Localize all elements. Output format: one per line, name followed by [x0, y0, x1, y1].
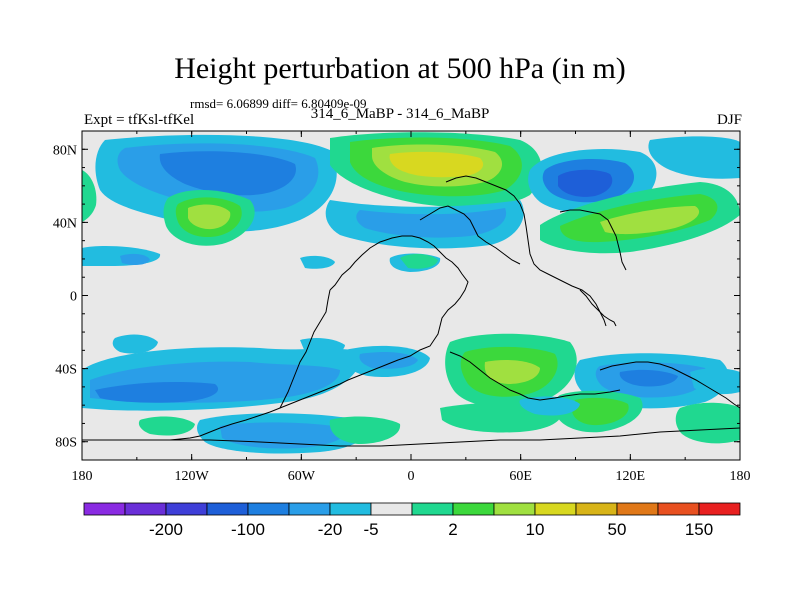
x-tick-label: 60E — [509, 469, 532, 484]
contour-field — [82, 132, 740, 454]
pos-lobe-left — [82, 170, 97, 222]
colorbar-swatch — [165, 502, 208, 516]
neg-region-arctic-east — [648, 136, 740, 179]
colorbar-swatch — [247, 502, 290, 516]
colorbar-swatch — [124, 502, 167, 516]
colorbar-swatch — [206, 502, 249, 516]
neg-spot-sa — [300, 255, 335, 269]
x-tick-label: 180 — [730, 469, 751, 484]
pos-spot-africa — [400, 254, 438, 269]
coast-eurasia — [419, 205, 521, 265]
x-tick-label: 120E — [616, 469, 646, 484]
season-label: DJF — [716, 112, 742, 128]
x-tick-label: 180 — [72, 469, 93, 484]
colorbar-swatch — [370, 502, 413, 516]
y-tick-label: 80N — [53, 143, 77, 158]
colorbar-swatch — [616, 502, 659, 516]
neg-spot-sh-atl — [519, 396, 580, 416]
coast-south-ring — [82, 427, 740, 447]
colorbar-label: -20 — [318, 520, 343, 539]
neg-spot-sh-mid-3 — [359, 352, 418, 369]
colorbar-swatch — [329, 502, 372, 516]
coastline — [82, 175, 740, 447]
colorbar-swatch — [411, 502, 454, 516]
colorbar-swatch — [698, 502, 741, 516]
colorbar-swatch — [575, 502, 618, 516]
coast-sea — [579, 289, 617, 327]
neg-band-eurasia-2 — [356, 208, 507, 238]
pos-spot-sh-far-east — [675, 402, 740, 444]
coast-south-africa — [449, 351, 621, 401]
x-tick-label: 60W — [288, 469, 316, 484]
y-tick-label: 40S — [55, 363, 77, 378]
coast-asia-east — [559, 209, 627, 271]
neg-spot-sh-far-east — [690, 368, 740, 395]
map-title: Height perturbation at 500 hPa (in m) — [174, 52, 626, 85]
neg-spot-sh-1 — [112, 334, 158, 354]
pos-region-eu-4 — [389, 151, 484, 178]
colorbar-label: 150 — [685, 520, 713, 539]
colorbar-label: -100 — [231, 520, 265, 539]
y-tick-label: 0 — [70, 290, 77, 305]
colorbar-label: -5 — [363, 520, 378, 539]
coast-africa — [445, 175, 607, 327]
neg-spot-pac-mid — [120, 253, 150, 265]
neg-region-na-core — [159, 151, 296, 196]
coast-americas — [82, 235, 469, 441]
experiment-label: Expt = tfKsl-tfKel — [84, 112, 195, 128]
x-tick-label: 0 — [408, 469, 415, 484]
colorbar-label: 2 — [448, 520, 457, 539]
pos-spot-sh-west — [138, 416, 195, 436]
pos-region-sh-africa-3 — [484, 360, 540, 384]
colorbar-swatch — [288, 502, 331, 516]
colorbar-label: -200 — [149, 520, 183, 539]
colorbar-swatch — [534, 502, 577, 516]
y-tick-label: 40N — [53, 216, 77, 231]
case-label: 314_6_MaBP - 314_6_MaBP — [310, 106, 490, 122]
coast-australia — [599, 361, 740, 409]
neg-spot-sh-mid — [300, 337, 345, 356]
map-axes: 80N 40N 0 40S 80S 180 120W 60W 0 60E 120E 180 — [53, 130, 751, 484]
pos-region-pacific-3 — [600, 206, 700, 235]
neg-region-asia-3 — [558, 169, 613, 197]
colorbar-swatch — [452, 502, 495, 516]
y-tick-label: 80S — [55, 436, 77, 451]
stats-label: rmsd= 6.06899 diff= 6.80409e-09 — [190, 96, 367, 111]
colorbar-label: 50 — [608, 520, 627, 539]
neg-band-sh-west-3 — [95, 382, 219, 403]
neg-spot-sh-east-3 — [619, 369, 678, 387]
x-tick-label: 120W — [175, 469, 210, 484]
colorbar: -200 -100 -20 -5 2 10 50 150 — [83, 502, 741, 539]
pos-spot-sh-east-2 — [572, 397, 629, 426]
pos-blob-west-3 — [188, 204, 231, 230]
colorbar-swatch — [493, 502, 536, 516]
colorbar-swatch — [83, 502, 126, 516]
coast-sa-west — [279, 289, 331, 409]
pos-spot-sh-south — [329, 416, 401, 444]
colorbar-swatch — [657, 502, 700, 516]
colorbar-label: 10 — [526, 520, 545, 539]
